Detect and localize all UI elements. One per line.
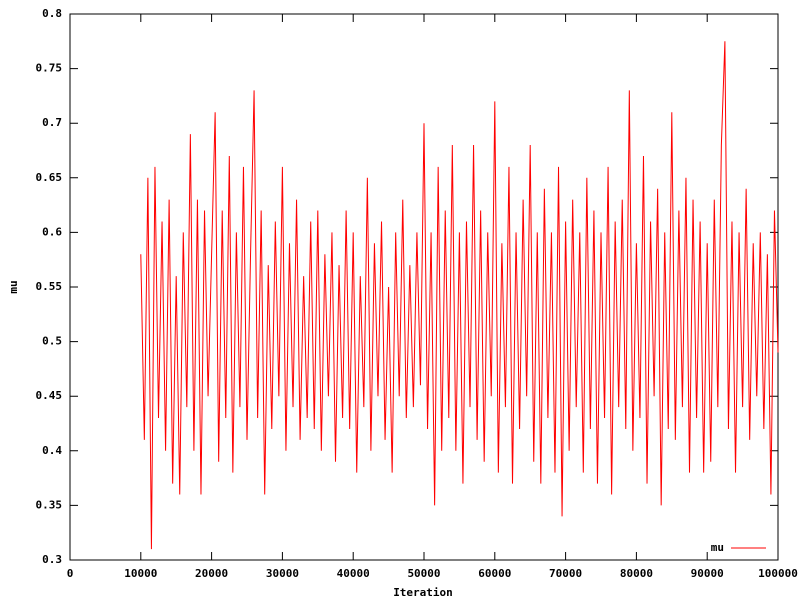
y-tick-label: 0.75: [36, 62, 63, 75]
y-tick-label: 0.8: [42, 7, 62, 20]
y-tick-label: 0.65: [36, 171, 63, 184]
x-tick-label: 100000: [758, 567, 798, 580]
legend-label: mu: [711, 541, 724, 554]
x-tick-label: 50000: [407, 567, 440, 580]
x-tick-label: 10000: [124, 567, 157, 580]
x-tick-label: 20000: [195, 567, 228, 580]
y-tick-label: 0.55: [36, 280, 63, 293]
y-axis-label: mu: [7, 280, 20, 293]
x-tick-label: 60000: [478, 567, 511, 580]
data-line: [140, 41, 779, 550]
y-tick-label: 0.6: [42, 225, 62, 238]
y-tick-label: 0.4: [42, 444, 62, 457]
x-axis-label: Iteration: [393, 586, 453, 599]
x-tick-label: 30000: [266, 567, 299, 580]
x-tick-label: 90000: [691, 567, 724, 580]
y-tick-label: 0.7: [42, 116, 62, 129]
y-tick-label: 0.5: [42, 335, 62, 348]
x-tick-label: 0: [67, 567, 74, 580]
y-tick-label: 0.45: [36, 389, 63, 402]
x-tick-label: 80000: [620, 567, 653, 580]
y-tick-label: 0.35: [36, 498, 63, 511]
x-tick-label: 40000: [337, 567, 370, 580]
y-tick-label: 0.3: [42, 553, 62, 566]
x-tick-label: 70000: [549, 567, 582, 580]
